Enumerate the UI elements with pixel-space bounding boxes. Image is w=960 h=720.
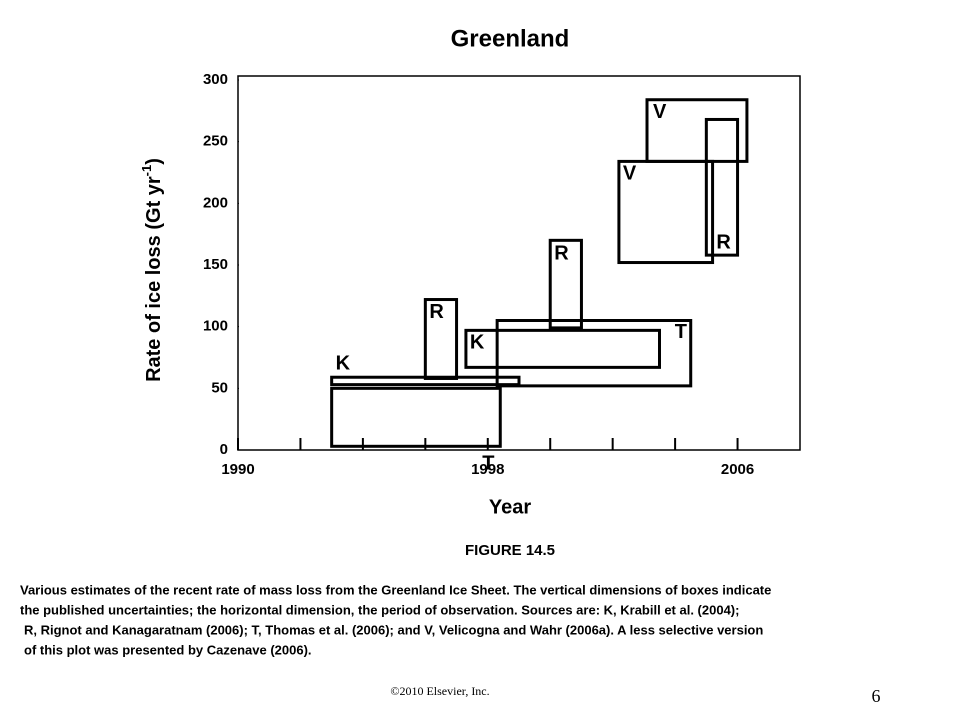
y-tick-label: 50 <box>211 379 228 396</box>
x-tick-label: 1990 <box>221 461 254 478</box>
range-box <box>704 117 740 257</box>
box-label: K <box>336 353 351 375</box>
caption-line: of this plot was presented by Cazenave (… <box>24 642 312 657</box>
chart-title: Greenland <box>451 25 570 52</box>
y-tick-label: 100 <box>203 318 228 335</box>
box-label: R <box>554 243 569 265</box>
y-axis-label-main: Rate of ice loss (Gt yr <box>143 176 165 382</box>
box-label: R <box>429 301 444 323</box>
box-label: T <box>675 321 687 343</box>
copyright: ©2010 Elsevier, Inc. <box>390 684 489 698</box>
box-label: R <box>716 231 731 253</box>
y-tick-label: 250 <box>203 133 228 150</box>
caption-line: the published uncertainties; the horizon… <box>20 602 739 617</box>
box-label: V <box>623 163 637 185</box>
plot-frame <box>237 75 801 451</box>
y-axis-label-sup: -1 <box>139 165 154 177</box>
box-label: T <box>482 453 494 475</box>
caption-line: Various estimates of the recent rate of … <box>20 582 771 597</box>
range-box <box>645 98 749 163</box>
figure-label: FIGURE 14.5 <box>465 542 555 559</box>
y-axis-label: Rate of ice loss (Gt yr-1) <box>139 158 165 382</box>
range-box <box>423 298 459 380</box>
page-number: 6 <box>872 686 881 706</box>
x-axis-label: Year <box>489 496 531 518</box>
range-box <box>330 386 502 448</box>
range-box <box>464 328 661 369</box>
y-axis-label-close: ) <box>143 158 165 165</box>
x-tick-label: 1998 <box>471 461 504 478</box>
y-tick-label: 0 <box>220 441 228 458</box>
caption-line: R, Rignot and Kanagaratnam (2006); T, Th… <box>24 622 763 637</box>
x-tick-label: 2006 <box>721 461 754 478</box>
range-box <box>548 238 583 330</box>
y-tick-label: 150 <box>203 256 228 273</box>
range-box <box>495 319 693 388</box>
y-tick-label: 200 <box>203 194 228 211</box>
box-label: V <box>653 101 667 123</box>
box-label: K <box>470 332 485 354</box>
y-tick-label: 300 <box>203 71 228 88</box>
